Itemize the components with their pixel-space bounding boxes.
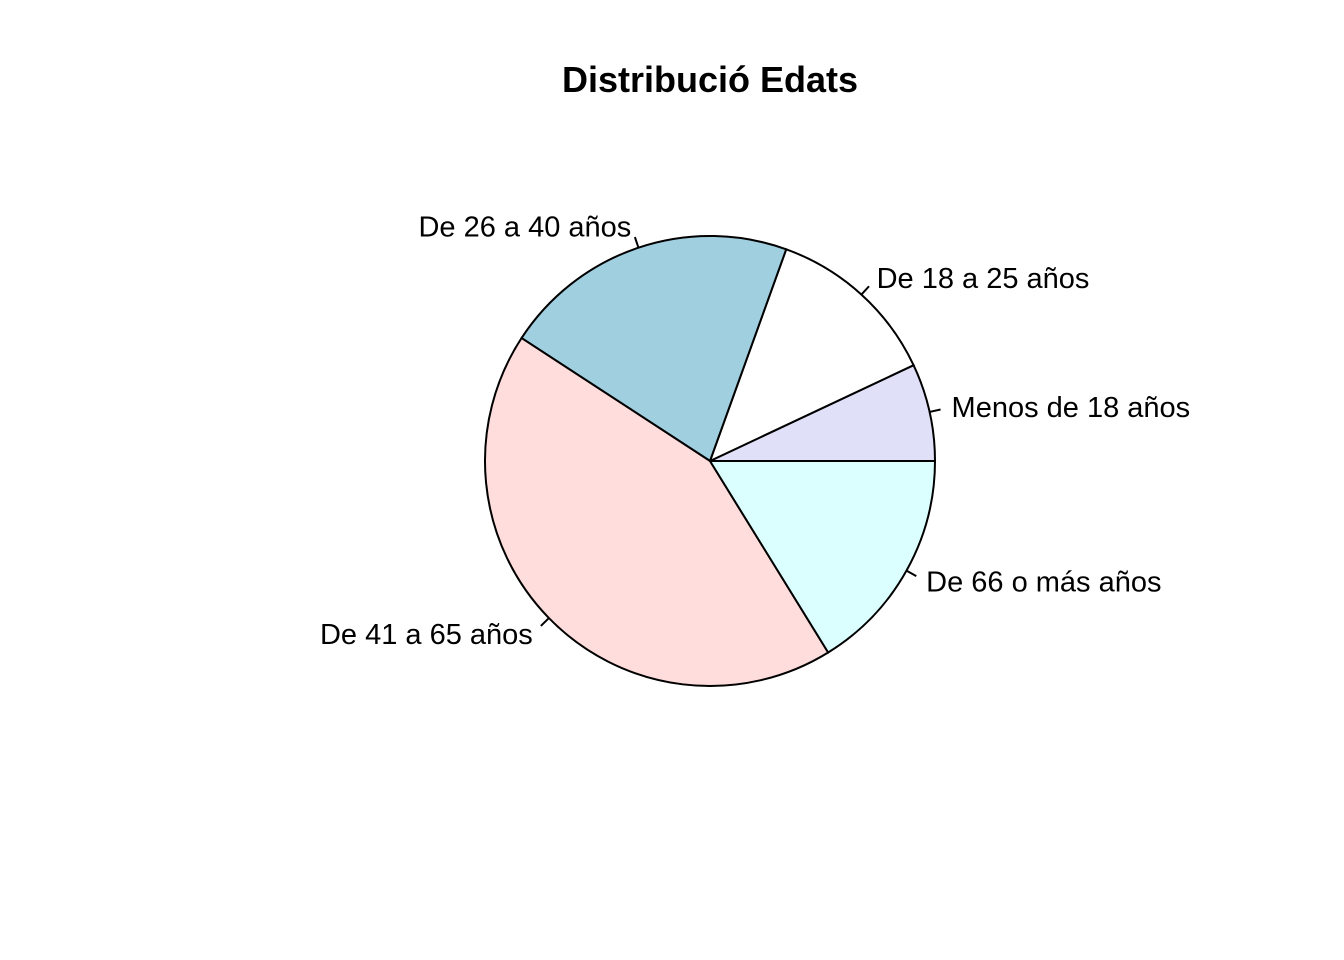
pie-slice-de-18-a-25-anos (708, 248, 915, 463)
label-tick-de-41-a-65-anos (540, 617, 550, 627)
pie-slice-de-41-a-65-anos (484, 336, 830, 687)
slice-label-de-18-a-25-anos: De 18 a 25 años (877, 263, 1090, 295)
slice-label-menos-de-18-anos: Menos de 18 años (952, 392, 1191, 424)
labels-layer: Menos de 18 años De 18 a 25 años De 26 a 4… (320, 211, 1190, 650)
label-tick-de-26-a-40-anos (633, 236, 640, 248)
label-tick-de-66-o-mas-anos (905, 569, 917, 577)
chart-title: Distribució Edats (562, 59, 858, 100)
label-tick-de-18-a-25-anos (860, 285, 870, 296)
label-tick-menos-de-18-anos (929, 408, 941, 413)
slice-label-de-66-o-mas-anos: De 66 o más años (926, 567, 1161, 599)
pie-slice-de-26-a-40-anos (520, 235, 788, 463)
slice-label-de-41-a-65-anos: De 41 a 65 años (320, 619, 533, 651)
pie-slice-de-66-o-mas-anos (708, 460, 937, 654)
slices-layer (484, 235, 937, 687)
slice-label-de-26-a-40-anos: De 26 a 40 años (418, 211, 631, 243)
